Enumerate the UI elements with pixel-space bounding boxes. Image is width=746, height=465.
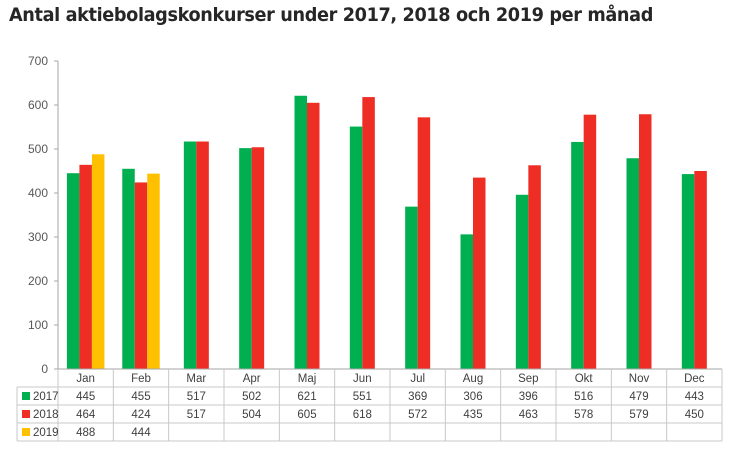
x-tick-label: Jan — [76, 373, 95, 385]
table-cell-value: 369 — [408, 391, 427, 403]
bar-2018-Dec — [694, 171, 707, 369]
data-table: Jan Feb Mar Apr Maj Jun Jul Aug Sep Okt Nov Dec 2017… — [16, 368, 723, 442]
bar-2018-Aug — [473, 177, 486, 369]
table-cell-value: 516 — [574, 391, 593, 403]
table-cell-value: 579 — [629, 409, 648, 421]
table-cell-value: 551 — [353, 391, 372, 403]
chart-title: Antal aktiebolagskonkurser under 2017, 2… — [9, 4, 653, 26]
table-cell-value: 424 — [131, 409, 151, 421]
table-cell-value: 578 — [574, 409, 593, 421]
bar-2018-Apr — [251, 147, 265, 369]
x-tick-label: Aug — [463, 373, 483, 385]
table-cell-value: 572 — [408, 409, 427, 421]
bar-2017-Sep — [515, 194, 529, 369]
x-tick-label: Maj — [298, 373, 317, 385]
table-cell-value: 435 — [463, 409, 482, 421]
table-cell-value: 621 — [297, 391, 316, 403]
table-cell-value: 463 — [519, 409, 538, 421]
bar-2017-Feb — [122, 168, 135, 369]
y-tick-label: 0 — [41, 362, 48, 376]
bar-2018-Nov — [639, 114, 652, 370]
bar-2018-Maj — [307, 102, 320, 370]
x-tick-label: Mar — [186, 373, 206, 385]
bar-2017-Okt — [571, 141, 584, 369]
x-tick-label: Feb — [131, 373, 151, 385]
table-cell-value: 455 — [131, 391, 150, 403]
bar-2018-Jul — [417, 117, 431, 369]
table-cell-value: 464 — [76, 409, 96, 421]
y-tick-label: 200 — [28, 274, 48, 288]
bar-2017-Maj — [294, 95, 307, 369]
y-tick-label: 400 — [28, 186, 48, 200]
bar-2017-Jan — [66, 173, 80, 369]
bar-2018-Jun — [362, 97, 375, 369]
table-cell-value: 479 — [629, 391, 648, 403]
table-cell-value: 445 — [76, 391, 95, 403]
bar-2017-Jun — [349, 126, 363, 369]
legend-label: 2019 — [33, 427, 59, 439]
y-tick-label: 500 — [28, 142, 48, 156]
bar-2017-Apr — [239, 148, 252, 369]
x-tick-label: Okt — [575, 373, 594, 385]
legend-label: 2017 — [33, 391, 59, 403]
table-cell-value: 517 — [187, 409, 206, 421]
table-cell-value: 443 — [685, 391, 704, 403]
x-tick-label: Sep — [518, 373, 538, 385]
y-tick-label: 100 — [28, 318, 48, 332]
bar-2018-Feb — [134, 182, 148, 369]
table-cell-value: 517 — [187, 391, 206, 403]
y-axis: 0 100 200 300 400 500 600 700 — [28, 54, 59, 376]
bar-2019-Feb — [147, 173, 160, 369]
table-cell-value: 605 — [297, 409, 316, 421]
bar-2017-Jul — [405, 206, 418, 369]
y-tick-label: 300 — [28, 230, 48, 244]
x-tick-label: Apr — [243, 373, 261, 385]
bar-2017-Dec — [681, 174, 695, 369]
bar-2018-Okt — [583, 114, 597, 370]
x-tick-label: Nov — [629, 373, 650, 385]
table-cell-value: 450 — [685, 409, 704, 421]
legend-key-2018 — [22, 410, 30, 418]
bar-2017-Aug — [460, 234, 473, 369]
x-tick-label: Dec — [684, 373, 705, 385]
y-tick-label: 600 — [28, 98, 48, 112]
table-cell-value: 488 — [76, 427, 95, 439]
table-cell-value: 618 — [353, 409, 372, 421]
bar-2018-Jan — [79, 164, 92, 369]
bar-2017-Mar — [183, 141, 197, 369]
bar-2019-Jan — [91, 154, 105, 369]
table-cell-value: 444 — [131, 427, 151, 439]
table-cell-value: 396 — [519, 391, 538, 403]
x-tick-label: Jul — [410, 373, 425, 385]
bar-2017-Nov — [626, 158, 639, 369]
bars — [66, 95, 707, 370]
legend-key-2017 — [22, 392, 30, 400]
table-cell-value: 504 — [242, 409, 262, 421]
table-cell-value: 306 — [463, 391, 482, 403]
legend-label: 2018 — [33, 409, 59, 421]
legend-key-2019 — [22, 428, 30, 436]
bar-2018-Sep — [528, 165, 541, 369]
table-cell-value: 502 — [242, 391, 261, 403]
bar-2018-Mar — [196, 141, 209, 369]
x-tick-label: Jun — [353, 373, 372, 385]
y-tick-label: 700 — [28, 54, 48, 68]
